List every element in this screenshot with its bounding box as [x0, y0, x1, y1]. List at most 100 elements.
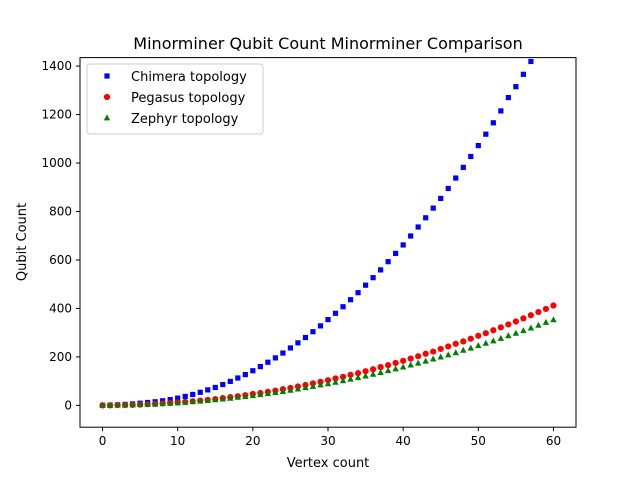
- y-tick-label: 800: [49, 204, 72, 218]
- series-triangle: [99, 316, 557, 408]
- data-point: [460, 346, 467, 353]
- data-point: [520, 71, 526, 77]
- data-point: [205, 387, 211, 393]
- data-point: [182, 393, 188, 400]
- x-tick-label: 30: [320, 434, 335, 448]
- data-point: [542, 305, 550, 313]
- data-point: [317, 381, 324, 388]
- data-point: [167, 396, 173, 403]
- data-point: [467, 335, 474, 342]
- data-point: [235, 375, 241, 381]
- data-point: [197, 397, 204, 404]
- data-point: [189, 398, 196, 405]
- data-point: [520, 315, 527, 322]
- data-point: [159, 400, 166, 407]
- data-point: [340, 304, 346, 310]
- data-point: [242, 372, 248, 378]
- data-point: [497, 324, 504, 331]
- data-point: [438, 195, 444, 202]
- data-point: [497, 334, 505, 341]
- data-point: [415, 353, 422, 360]
- data-point: [355, 290, 361, 296]
- x-tick-label: 60: [546, 434, 561, 448]
- data-point: [129, 401, 136, 408]
- data-point: [99, 401, 106, 408]
- data-point: [332, 375, 339, 382]
- data-point: [393, 250, 399, 257]
- y-tick-label: 0: [64, 398, 72, 412]
- data-point: [385, 362, 392, 369]
- data-point: [190, 391, 196, 398]
- legend-entry: Chimera topology: [104, 70, 247, 85]
- data-point: [144, 400, 151, 407]
- data-point: [475, 332, 482, 339]
- data-point: [354, 374, 362, 381]
- x-tick-label: 40: [396, 434, 411, 448]
- data-point: [324, 377, 332, 384]
- data-point: [324, 380, 332, 387]
- x-tick-label: 20: [245, 434, 260, 448]
- data-point: [423, 215, 429, 221]
- data-point: [362, 372, 369, 379]
- data-point: [445, 343, 452, 350]
- data-point: [369, 370, 377, 377]
- data-point: [347, 297, 354, 303]
- data-point: [422, 357, 429, 364]
- data-point: [249, 392, 257, 399]
- data-point: [460, 164, 466, 170]
- legend-box: [86, 63, 264, 135]
- data-point: [325, 316, 331, 323]
- x-tick-label: 10: [170, 434, 185, 448]
- data-point: [483, 131, 489, 137]
- data-point: [414, 359, 422, 366]
- data-point: [482, 330, 489, 337]
- data-point: [302, 384, 309, 391]
- data-point: [505, 94, 511, 101]
- data-point: [136, 401, 144, 408]
- data-point: [347, 371, 354, 378]
- data-point: [309, 382, 317, 389]
- data-point: [505, 321, 512, 328]
- data-point: [513, 84, 519, 90]
- data-point: [490, 327, 497, 334]
- data-point: [528, 58, 534, 65]
- data-point: [182, 398, 189, 405]
- y-tick-label: 200: [49, 350, 72, 364]
- data-point: [407, 361, 414, 368]
- data-point: [392, 365, 399, 372]
- data-point: [407, 355, 414, 362]
- data-point: [430, 355, 437, 362]
- data-point: [520, 327, 527, 334]
- x-axis-label: Vertex count: [287, 456, 370, 471]
- data-point: [542, 318, 550, 325]
- plot-area: [99, 58, 557, 409]
- data-point: [452, 340, 459, 347]
- data-point: [437, 353, 444, 360]
- data-point: [362, 282, 369, 288]
- data-point: [354, 370, 362, 377]
- data-point: [505, 332, 512, 339]
- data-point: [250, 368, 256, 374]
- data-point: [166, 399, 174, 406]
- data-point: [527, 324, 535, 331]
- data-point: [370, 275, 376, 281]
- data-point: [204, 396, 211, 403]
- data-point: [294, 385, 302, 392]
- data-point: [264, 390, 272, 397]
- data-point: [151, 400, 159, 407]
- data-point: [332, 378, 339, 385]
- y-tick-label: 400: [49, 301, 72, 315]
- legend-marker: [104, 73, 110, 79]
- data-point: [475, 142, 481, 149]
- data-point: [452, 349, 459, 356]
- data-point: [550, 316, 557, 323]
- x-tick-label: 50: [471, 434, 486, 448]
- data-point: [121, 401, 129, 408]
- data-point: [415, 224, 421, 230]
- data-point: [437, 345, 444, 353]
- data-point: [114, 401, 121, 408]
- data-point: [550, 302, 557, 309]
- data-point: [400, 357, 407, 364]
- data-point: [212, 396, 219, 403]
